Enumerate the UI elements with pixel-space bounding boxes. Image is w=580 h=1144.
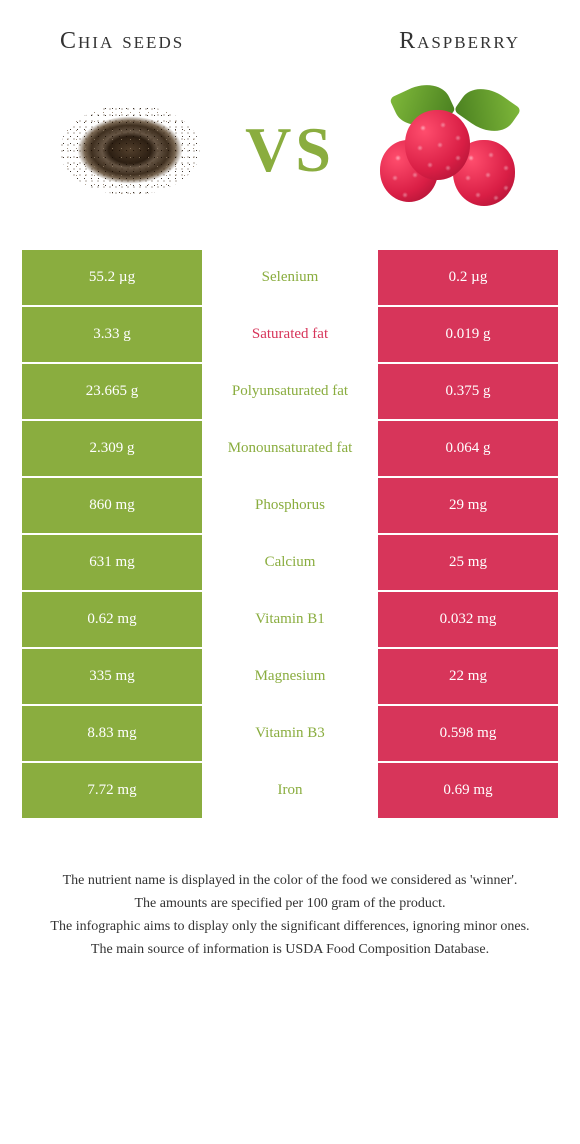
- table-row: 3.33 gSaturated fat0.019 g: [22, 307, 558, 362]
- left-value-cell: 0.62 mg: [22, 592, 202, 647]
- table-row: 0.62 mgVitamin B10.032 mg: [22, 592, 558, 647]
- right-value-cell: 0.2 µg: [378, 250, 558, 305]
- right-value-cell: 25 mg: [378, 535, 558, 590]
- right-value-cell: 0.375 g: [378, 364, 558, 419]
- table-row: 8.83 mgVitamin B30.598 mg: [22, 706, 558, 761]
- table-row: 23.665 gPolyunsaturated fat0.375 g: [22, 364, 558, 419]
- nutrient-label: Phosphorus: [202, 478, 378, 533]
- nutrient-label: Magnesium: [202, 649, 378, 704]
- right-value-cell: 22 mg: [378, 649, 558, 704]
- left-value-cell: 3.33 g: [22, 307, 202, 362]
- comparison-table: 55.2 µgSelenium0.2 µg3.33 gSaturated fat…: [22, 250, 558, 818]
- table-row: 631 mgCalcium25 mg: [22, 535, 558, 590]
- nutrient-label: Calcium: [202, 535, 378, 590]
- right-value-cell: 0.598 mg: [378, 706, 558, 761]
- raspberry-image: [370, 80, 530, 220]
- left-value-cell: 2.309 g: [22, 421, 202, 476]
- header-row: Chia seeds Raspberry: [0, 0, 580, 65]
- images-row: VS: [0, 65, 580, 250]
- left-value-cell: 23.665 g: [22, 364, 202, 419]
- left-food-title: Chia seeds: [60, 28, 184, 55]
- footer-notes: The nutrient name is displayed in the co…: [0, 820, 580, 960]
- table-row: 55.2 µgSelenium0.2 µg: [22, 250, 558, 305]
- right-value-cell: 0.69 mg: [378, 763, 558, 818]
- left-value-cell: 631 mg: [22, 535, 202, 590]
- table-row: 7.72 mgIron0.69 mg: [22, 763, 558, 818]
- left-value-cell: 860 mg: [22, 478, 202, 533]
- left-value-cell: 8.83 mg: [22, 706, 202, 761]
- chia-seeds-image: [50, 80, 210, 220]
- nutrient-label: Saturated fat: [202, 307, 378, 362]
- footer-line: The amounts are specified per 100 gram o…: [40, 893, 540, 914]
- left-value-cell: 7.72 mg: [22, 763, 202, 818]
- right-value-cell: 0.064 g: [378, 421, 558, 476]
- right-food-title: Raspberry: [399, 28, 520, 55]
- right-value-cell: 0.019 g: [378, 307, 558, 362]
- footer-line: The nutrient name is displayed in the co…: [40, 870, 540, 891]
- nutrient-label: Selenium: [202, 250, 378, 305]
- nutrient-label: Iron: [202, 763, 378, 818]
- nutrient-label: Vitamin B3: [202, 706, 378, 761]
- table-row: 335 mgMagnesium22 mg: [22, 649, 558, 704]
- right-value-cell: 0.032 mg: [378, 592, 558, 647]
- left-value-cell: 55.2 µg: [22, 250, 202, 305]
- nutrient-label: Vitamin B1: [202, 592, 378, 647]
- vs-label: VS: [245, 113, 335, 187]
- nutrient-label: Polyunsaturated fat: [202, 364, 378, 419]
- right-value-cell: 29 mg: [378, 478, 558, 533]
- footer-line: The infographic aims to display only the…: [40, 916, 540, 937]
- table-row: 860 mgPhosphorus29 mg: [22, 478, 558, 533]
- left-value-cell: 335 mg: [22, 649, 202, 704]
- nutrient-label: Monounsaturated fat: [202, 421, 378, 476]
- footer-line: The main source of information is USDA F…: [40, 939, 540, 960]
- table-row: 2.309 gMonounsaturated fat0.064 g: [22, 421, 558, 476]
